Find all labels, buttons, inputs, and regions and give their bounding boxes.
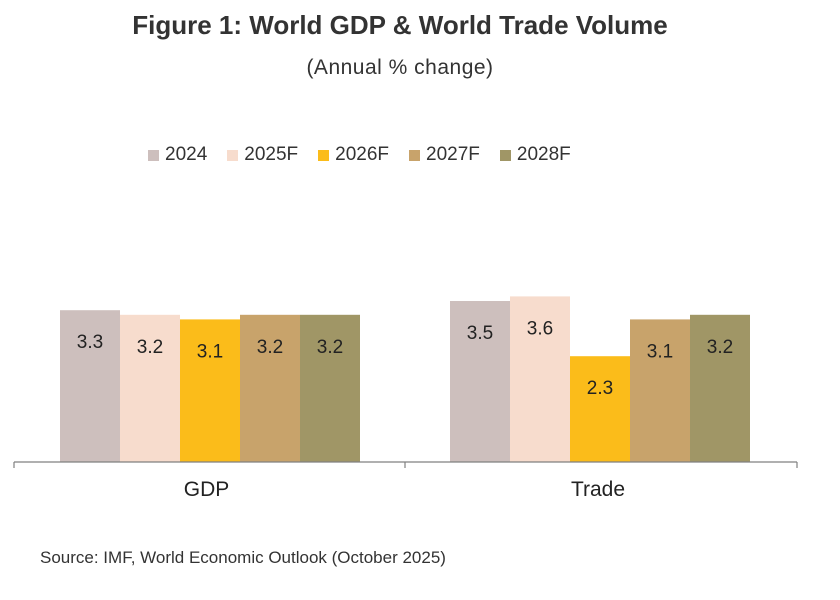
bar-gdp-2024 bbox=[60, 310, 120, 462]
data-label: 3.2 bbox=[257, 337, 283, 358]
data-label: 3.3 bbox=[77, 332, 103, 353]
category-label-gdp: GDP bbox=[184, 478, 230, 501]
legend-swatch bbox=[499, 149, 511, 161]
legend-item-2027f: 2027F bbox=[409, 144, 480, 166]
bar-trade-2028f bbox=[690, 314, 750, 462]
legend-swatch bbox=[409, 149, 421, 161]
data-label: 3.6 bbox=[527, 318, 553, 339]
legend-label: 2027F bbox=[426, 144, 480, 165]
data-label: 3.5 bbox=[467, 323, 493, 344]
bar-trade-2026f bbox=[570, 356, 630, 462]
legend-label: 2025F bbox=[244, 144, 299, 165]
legend-swatch bbox=[227, 149, 239, 161]
source-note: Source: IMF, World Economic Outlook (Oct… bbox=[40, 548, 446, 567]
data-label: 3.2 bbox=[707, 337, 733, 358]
legend-item-2028f: 2028F bbox=[499, 144, 571, 166]
legend-item-2026f: 2026F bbox=[318, 144, 389, 166]
legend-label: 2028F bbox=[516, 144, 571, 165]
bar-trade-2027f bbox=[630, 319, 690, 462]
bar-gdp-2027f bbox=[240, 314, 300, 462]
legend-item-2025f: 2025F bbox=[227, 144, 298, 166]
legend-label: 2024 bbox=[165, 144, 208, 165]
legend-swatch bbox=[318, 149, 330, 161]
legend-label: 2026F bbox=[335, 144, 390, 165]
legend-item-2024: 2024 bbox=[148, 144, 207, 166]
data-label: 3.2 bbox=[137, 337, 163, 358]
bar-gdp-2028f bbox=[300, 314, 360, 462]
data-label: 3.2 bbox=[317, 337, 343, 358]
data-label: 2.3 bbox=[587, 378, 613, 399]
bar-chart: 3.3 3.2 3.1 3.2 3.2 3.5 3.6 2.3 3.1 3.2 GDP Trade bbox=[13, 296, 798, 501]
chart-legend: 2024 2025F 2026F 2027F 2028F bbox=[148, 144, 591, 166]
category-label-trade: Trade bbox=[571, 478, 625, 501]
chart-subtitle: (Annual % change) bbox=[306, 56, 494, 79]
bar-trade-2024 bbox=[450, 301, 510, 462]
data-label: 3.1 bbox=[647, 341, 673, 362]
legend-swatch bbox=[148, 149, 159, 161]
bar-trade-2025f bbox=[510, 296, 570, 462]
chart-title: Figure 1: World GDP & World Trade Volume bbox=[132, 10, 668, 40]
bar-gdp-2026f bbox=[180, 319, 240, 462]
data-label: 3.1 bbox=[197, 341, 223, 362]
bar-gdp-2025f bbox=[120, 314, 180, 462]
